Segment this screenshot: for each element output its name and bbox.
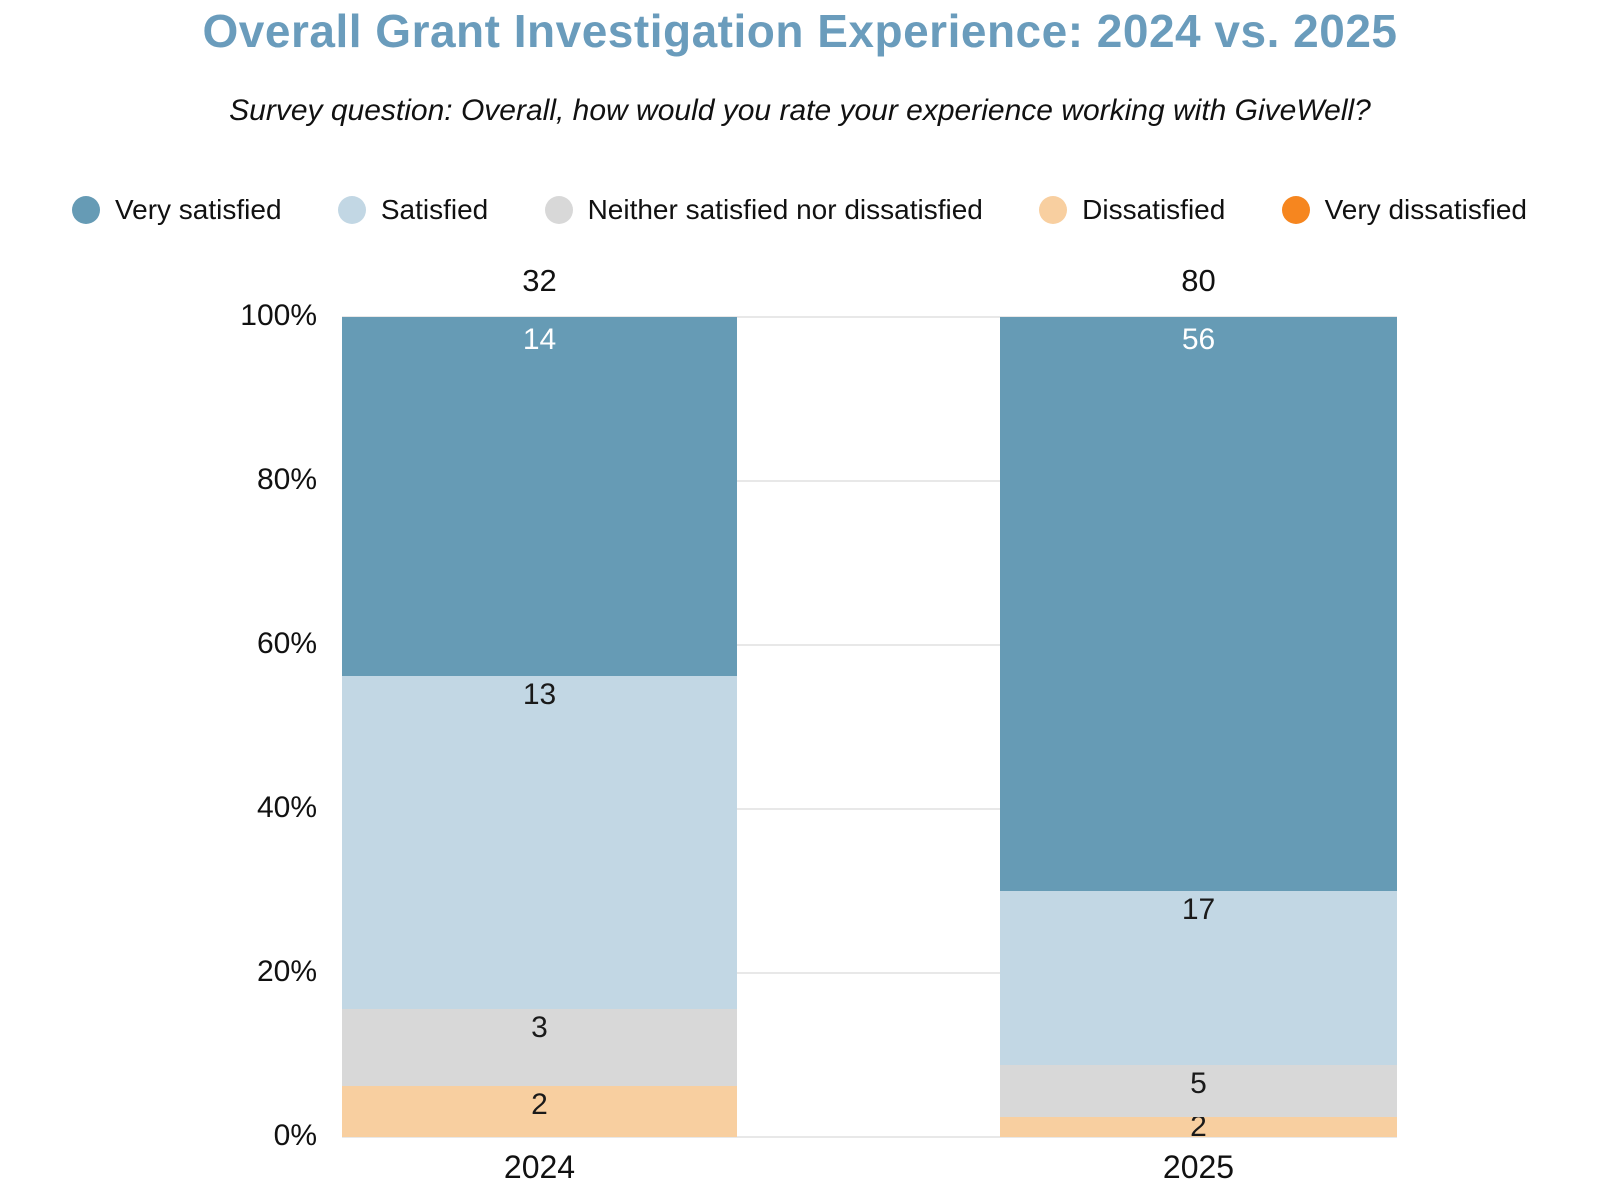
legend-item-label: Dissatisfied — [1082, 194, 1226, 225]
gridline — [342, 972, 1397, 974]
gridline — [342, 808, 1397, 810]
legend-item-label: Very dissatisfied — [1324, 194, 1527, 225]
chart-subtitle: Survey question: Overall, how would you … — [229, 94, 1371, 127]
bar-segment: 5 — [1000, 1065, 1397, 1117]
bar-segment: 56 — [1000, 317, 1397, 891]
legend-item-label: Very satisfied — [115, 194, 282, 225]
legend-item: Satisfied — [337, 194, 489, 226]
legend-color-dot — [1281, 196, 1310, 224]
legend-item-label: Neither satisfied nor dissatisfied — [587, 194, 983, 225]
legend-item: Very dissatisfied — [1281, 194, 1527, 226]
legend-color-dot — [72, 196, 100, 224]
y-axis-tick-label: 100% — [240, 299, 317, 332]
legend-color-dot — [544, 196, 573, 224]
bar-total-label: 32 — [522, 263, 557, 298]
y-axis-tick-label: 80% — [256, 463, 317, 496]
plot-area: 0% 20% 40% 60% 80% 100% 2 3 13 14 32 2024 2 5 17 56 80 20… — [240, 263, 1397, 1185]
bar-segment: 13 — [342, 675, 737, 1009]
bar-column: 2 3 13 14 — [342, 317, 737, 1137]
segment-value-label: 2 — [531, 1087, 548, 1121]
gridline — [342, 480, 1397, 482]
segment-value-label: 56 — [1181, 323, 1216, 356]
x-axis-label: 2024 — [503, 1149, 576, 1185]
segment-value-label: 13 — [522, 677, 557, 711]
y-axis-tick-label: 40% — [256, 791, 317, 824]
x-axis-label: 2025 — [1162, 1149, 1235, 1185]
segment-value-label: 5 — [1190, 1067, 1207, 1101]
legend: Very satisfied Satisfied Neither satisfied… — [72, 190, 1527, 230]
bar-segment: 17 — [1000, 891, 1397, 1066]
y-axis-tick-label: 20% — [256, 955, 317, 988]
legend-color-dot — [337, 196, 366, 224]
bar-column: 2 5 17 56 — [1000, 317, 1397, 1142]
legend-item: Neither satisfied nor dissatisfied — [544, 194, 983, 226]
legend-color-dot — [1039, 196, 1068, 224]
bar-total-label: 80 — [1181, 263, 1216, 298]
chart-title: Overall Grant Investigation Experience: … — [202, 5, 1398, 57]
y-axis-tick-label: 60% — [256, 627, 317, 660]
bar-segment: 14 — [342, 317, 737, 676]
segment-value-label: 3 — [531, 1010, 548, 1044]
legend-item: Dissatisfied — [1039, 194, 1225, 226]
y-axis-tick-label: 0% — [273, 1119, 317, 1152]
gridline — [342, 316, 1397, 318]
bar-segment: 2 — [1000, 1110, 1397, 1142]
segment-value-label: 14 — [522, 323, 557, 356]
legend-item: Very satisfied — [72, 194, 282, 226]
segment-value-label: 2 — [1190, 1109, 1207, 1143]
gridline — [342, 1136, 1397, 1138]
segment-value-label: 17 — [1181, 893, 1216, 926]
gridline — [342, 644, 1397, 646]
legend-item-label: Satisfied — [380, 194, 489, 225]
bar-segment: 2 — [342, 1085, 737, 1137]
bar-segment: 3 — [342, 1008, 737, 1086]
